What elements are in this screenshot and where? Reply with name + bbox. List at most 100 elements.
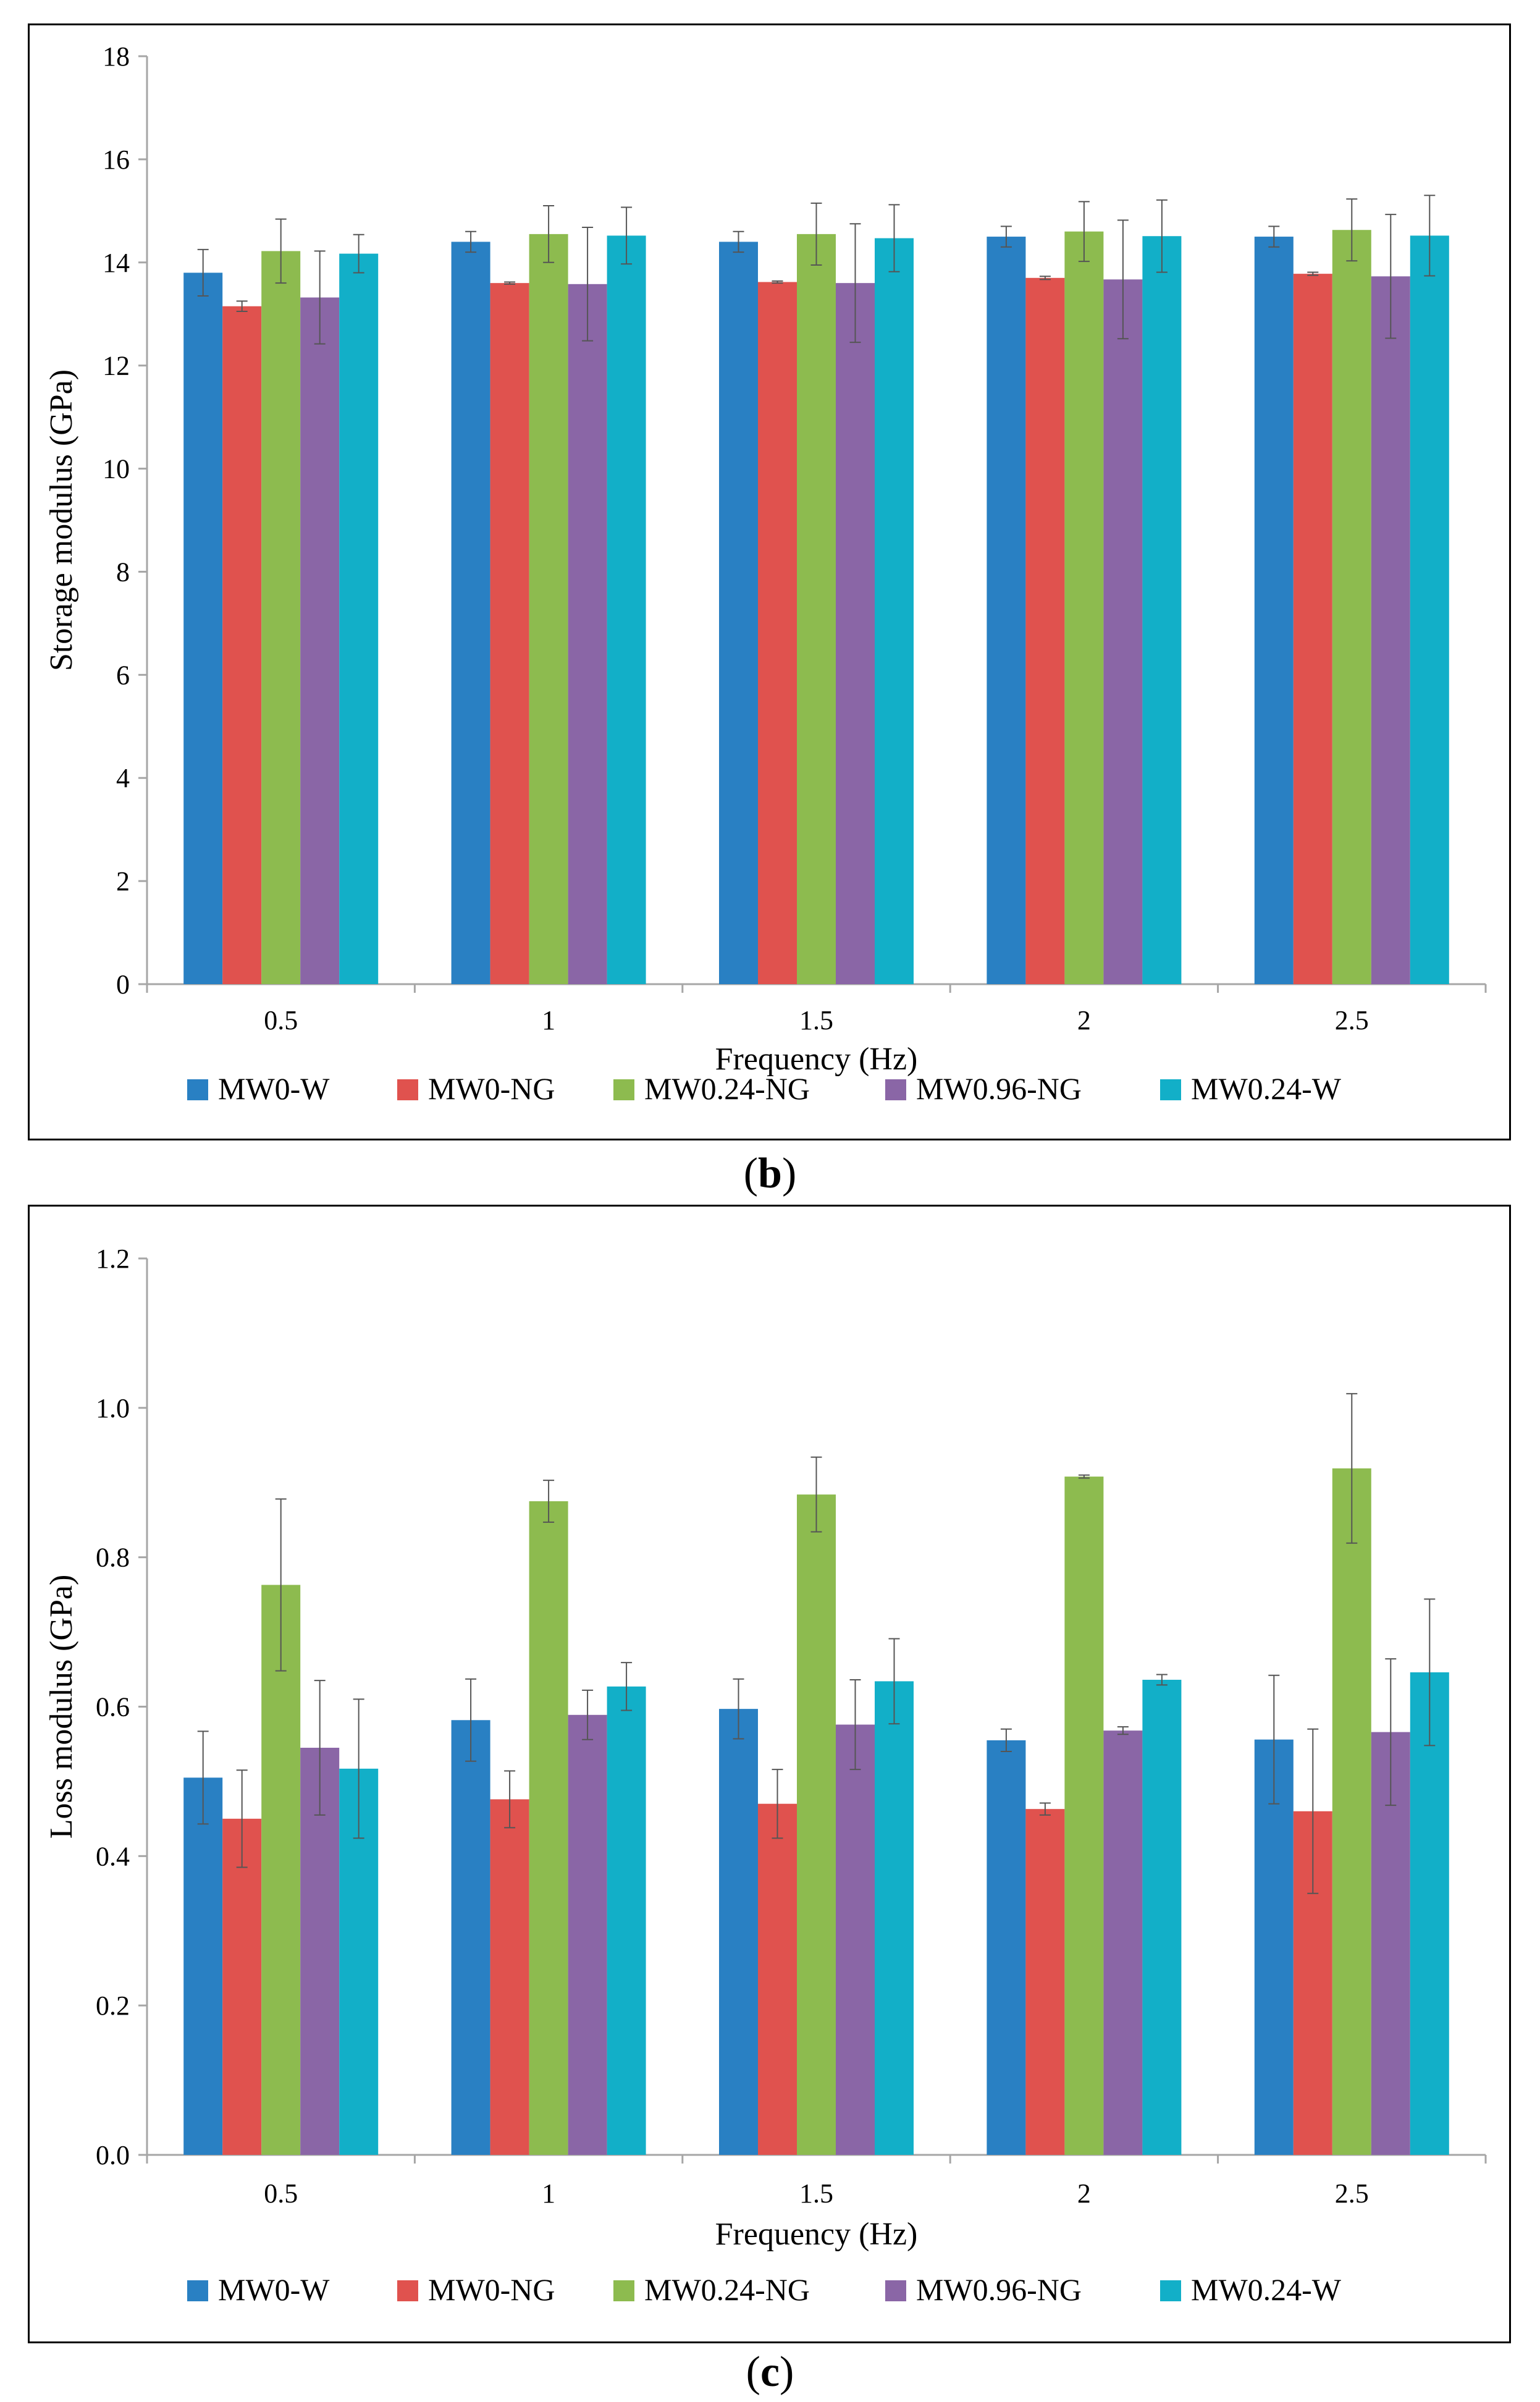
y-axis-title: Storage modulus (GPa) [44, 369, 79, 671]
x-tick-label: 2 [1077, 1005, 1091, 1035]
bar [1064, 231, 1104, 984]
y-tick-label: 0.8 [96, 1543, 130, 1573]
x-tick-label: 2 [1077, 2178, 1091, 2209]
y-tick-label: 0.6 [96, 1692, 130, 1722]
legend-swatch [885, 1079, 906, 1100]
x-axis-title: Frequency (Hz) [715, 2217, 918, 2252]
bar [529, 234, 568, 985]
bar [183, 272, 223, 984]
legend-swatch [1160, 1079, 1181, 1100]
legend-swatch [397, 1079, 418, 1100]
bar [451, 242, 490, 984]
legend-label: MW0.96-NG [916, 1071, 1082, 1106]
bar [1371, 276, 1410, 985]
bar [261, 251, 301, 984]
bar [1410, 1672, 1449, 2155]
bar [758, 282, 797, 984]
bar [987, 237, 1026, 984]
y-tick-label: 0.2 [96, 1991, 130, 2021]
panel-b-caption-letter: b [758, 1150, 782, 1197]
bar [1254, 1739, 1294, 2155]
bar [1064, 1477, 1104, 2155]
panel-b-caption: (b) [743, 1150, 797, 1197]
bar [719, 242, 758, 984]
y-tick-label: 2 [116, 866, 130, 896]
bar [719, 1709, 758, 2155]
x-tick-label: 2.5 [1335, 2178, 1369, 2209]
x-tick-label: 2.5 [1335, 1005, 1369, 1035]
storage-modulus-chart-panel: 0 2 4 6 8 10 12 14 16 18 0.5 1 1.5 2 2.5 Frequency (Hz)… [28, 23, 1511, 1140]
bar [875, 1681, 914, 2155]
legend-label: MW0-W [218, 2272, 330, 2307]
x-tick-label: 1 [542, 2178, 555, 2209]
y-tick-label: 6 [116, 660, 130, 690]
bar [490, 1799, 529, 2155]
bar [836, 1724, 875, 2155]
bar [875, 238, 914, 985]
bar [222, 1818, 262, 2155]
bar [1142, 1679, 1182, 2155]
x-tick-label: 1 [542, 1005, 555, 1035]
bar [183, 1777, 223, 2155]
legend-label: MW0.24-NG [644, 2272, 810, 2307]
y-tick-label: 12 [103, 351, 130, 381]
y-tick-label: 1.0 [96, 1393, 130, 1423]
legend-label: MW0.96-NG [916, 2272, 1082, 2307]
bar [1103, 279, 1143, 984]
legend-swatch [885, 2280, 906, 2301]
legend-label: MW0-NG [428, 1071, 555, 1106]
panel-c-caption-letter: c [760, 2348, 780, 2396]
x-tick-label: 1.5 [799, 1005, 833, 1035]
bar [529, 1501, 568, 2155]
bar [987, 1740, 1026, 2155]
y-tick-label: 0 [116, 969, 130, 1000]
x-tick-label: 0.5 [264, 1005, 298, 1035]
bar [1025, 1809, 1065, 2155]
legend-swatch [1160, 2280, 1181, 2301]
bar [568, 1714, 607, 2155]
bar [797, 1494, 836, 2155]
bar [1254, 237, 1294, 984]
panel-c-caption: (c) [746, 2348, 794, 2396]
y-axis-title: Loss modulus (GPa) [44, 1575, 79, 1839]
bar [300, 1748, 340, 2155]
x-axis-title: Frequency (Hz) [715, 1042, 918, 1077]
loss-modulus-chart: 0.0 0.2 0.4 0.6 0.8 1.0 1.2 0.5 1 1.5 2 2.5 Frequenc… [44, 1244, 1487, 2307]
loss-modulus-chart-panel: 0.0 0.2 0.4 0.6 0.8 1.0 1.2 0.5 1 1.5 2 2.5 Frequenc… [28, 1205, 1511, 2343]
bar [339, 253, 379, 984]
bar [797, 234, 836, 985]
bar [836, 283, 875, 985]
bar [1293, 274, 1332, 985]
y-tick-label: 14 [103, 248, 130, 278]
bar [300, 297, 340, 984]
y-tick-label: 10 [103, 454, 130, 484]
legend-label: MW0-W [218, 1071, 330, 1106]
bar [607, 1686, 646, 2155]
bar [1025, 277, 1065, 985]
x-tick-label: 0.5 [264, 2178, 298, 2209]
y-tick-label: 4 [116, 763, 130, 793]
legend-swatch [187, 2280, 208, 2301]
y-tick-label: 16 [103, 145, 130, 175]
storage-modulus-chart: 0 2 4 6 8 10 12 14 16 18 0.5 1 1.5 2 2.5 Frequency (Hz)… [44, 41, 1487, 1106]
bar [758, 1803, 797, 2155]
legend-label: MW0-NG [428, 2272, 555, 2307]
legend-swatch [613, 1079, 634, 1100]
y-tick-label: 0.4 [96, 1841, 130, 1871]
bar [261, 1585, 301, 2155]
legend-swatch [187, 1079, 208, 1100]
bar [1332, 1468, 1371, 2155]
legend-swatch [397, 2280, 418, 2301]
bar [1142, 236, 1182, 985]
y-tick-label: 1.2 [96, 1244, 130, 1274]
bar [451, 1720, 490, 2155]
bar [607, 235, 646, 984]
bar [490, 283, 529, 985]
legend-label: MW0.24-NG [644, 1071, 810, 1106]
bar [222, 306, 262, 984]
bar [1410, 235, 1449, 984]
y-tick-label: 8 [116, 557, 130, 587]
legend-swatch [613, 2280, 634, 2301]
bar [1332, 230, 1371, 984]
legend-label: MW0.24-W [1191, 1071, 1342, 1106]
